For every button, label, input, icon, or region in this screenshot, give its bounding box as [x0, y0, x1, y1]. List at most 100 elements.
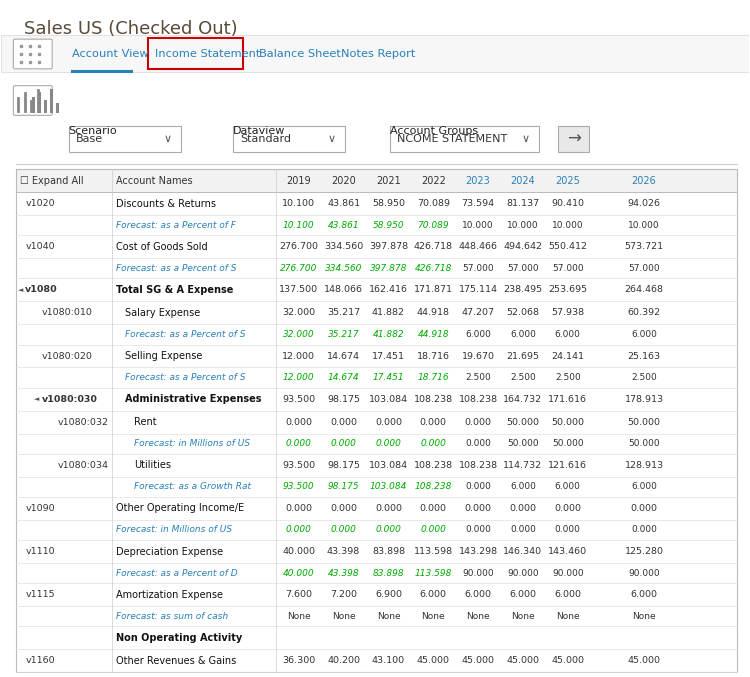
Text: 397.878: 397.878	[369, 242, 408, 251]
Text: 14.674: 14.674	[327, 351, 360, 361]
Text: 0.000: 0.000	[554, 504, 581, 513]
Text: 45.000: 45.000	[628, 656, 661, 665]
Text: 253.695: 253.695	[548, 286, 587, 294]
Text: 6.000: 6.000	[509, 590, 536, 599]
Text: 83.898: 83.898	[372, 547, 405, 556]
Text: Notes Report: Notes Report	[341, 49, 416, 59]
Text: 50.000: 50.000	[628, 439, 660, 448]
Text: Cost of Goods Sold: Cost of Goods Sold	[116, 242, 207, 252]
Text: None: None	[466, 612, 490, 621]
Text: 113.598: 113.598	[415, 569, 452, 577]
Text: 10.100: 10.100	[283, 221, 314, 230]
Text: 32.000: 32.000	[283, 330, 314, 339]
Text: v1080:020: v1080:020	[42, 351, 92, 361]
Text: 164.732: 164.732	[503, 395, 542, 403]
Text: 19.670: 19.670	[461, 351, 494, 361]
Text: 73.594: 73.594	[461, 199, 495, 208]
Text: 40.000: 40.000	[283, 569, 314, 577]
Text: Sales US (Checked Out): Sales US (Checked Out)	[24, 20, 238, 39]
FancyBboxPatch shape	[13, 39, 52, 69]
Text: 108.238: 108.238	[458, 395, 498, 403]
Bar	[390, 126, 539, 152]
Text: v1080:030: v1080:030	[42, 395, 98, 403]
Text: 40.200: 40.200	[327, 656, 360, 665]
Text: 12.000: 12.000	[283, 373, 314, 382]
Text: ◄: ◄	[34, 396, 40, 402]
Text: 6.000: 6.000	[555, 482, 580, 492]
Text: 25.163: 25.163	[628, 351, 661, 361]
Text: 10.000: 10.000	[552, 221, 584, 230]
Text: 93.500: 93.500	[283, 482, 314, 492]
Text: 0.000: 0.000	[375, 504, 402, 513]
Text: 50.000: 50.000	[507, 439, 538, 448]
Text: 6.000: 6.000	[554, 590, 581, 599]
Text: 2026: 2026	[632, 176, 656, 185]
Text: 6.000: 6.000	[631, 590, 658, 599]
Text: Utilities: Utilities	[134, 460, 171, 471]
Text: 426.718: 426.718	[415, 264, 452, 273]
Text: 0.000: 0.000	[420, 439, 446, 448]
Text: 94.026: 94.026	[628, 199, 661, 208]
Text: v1080:032: v1080:032	[58, 418, 110, 427]
Text: 47.207: 47.207	[461, 309, 494, 318]
Text: Dataview: Dataview	[233, 126, 286, 136]
Text: 0.000: 0.000	[465, 439, 491, 448]
Text: v1080:010: v1080:010	[42, 309, 92, 318]
Text: 43.861: 43.861	[327, 199, 360, 208]
Text: 7.200: 7.200	[330, 590, 357, 599]
Text: 43.398: 43.398	[328, 569, 359, 577]
Text: 128.913: 128.913	[625, 461, 664, 470]
Text: Forecast: as a Growth Rat: Forecast: as a Growth Rat	[134, 482, 250, 492]
Text: 0.000: 0.000	[555, 525, 580, 534]
Text: 0.000: 0.000	[631, 504, 658, 513]
Text: 50.000: 50.000	[628, 418, 661, 427]
Text: 32.000: 32.000	[282, 309, 315, 318]
Text: 103.084: 103.084	[369, 461, 408, 470]
Text: 6.900: 6.900	[375, 590, 402, 599]
Text: 162.416: 162.416	[369, 286, 408, 294]
Text: v1115: v1115	[26, 590, 55, 599]
Text: 35.217: 35.217	[328, 330, 359, 339]
Text: 21.695: 21.695	[506, 351, 539, 361]
Text: 494.642: 494.642	[503, 242, 542, 251]
Text: 238.495: 238.495	[503, 286, 542, 294]
Text: v1160: v1160	[26, 656, 55, 665]
Text: 40.000: 40.000	[282, 547, 315, 556]
Text: 10.100: 10.100	[282, 199, 315, 208]
Text: 2021: 2021	[376, 176, 400, 185]
Text: 43.861: 43.861	[328, 221, 359, 230]
Text: 6.000: 6.000	[510, 482, 536, 492]
Text: 0.000: 0.000	[420, 525, 446, 534]
Text: 58.950: 58.950	[372, 199, 405, 208]
Text: 171.616: 171.616	[548, 395, 587, 403]
Text: None: None	[632, 612, 656, 621]
Bar	[558, 126, 590, 152]
Text: 0.000: 0.000	[510, 525, 536, 534]
Bar	[16, 169, 737, 672]
Text: 50.000: 50.000	[552, 439, 584, 448]
Text: Other Operating Income/E: Other Operating Income/E	[116, 504, 244, 513]
Text: 2.500: 2.500	[510, 373, 536, 382]
Text: 10.000: 10.000	[628, 221, 660, 230]
Text: None: None	[287, 612, 310, 621]
Text: Account View: Account View	[72, 49, 149, 59]
Text: 113.598: 113.598	[414, 547, 453, 556]
Text: Forecast: as a Percent of S: Forecast: as a Percent of S	[116, 264, 236, 273]
Text: 6.000: 6.000	[631, 482, 657, 492]
Text: 334.560: 334.560	[324, 242, 363, 251]
Text: ◄: ◄	[18, 287, 23, 293]
Text: v1040: v1040	[26, 242, 55, 251]
Text: 0.000: 0.000	[631, 525, 657, 534]
Text: 50.000: 50.000	[506, 418, 539, 427]
Text: 0.000: 0.000	[285, 504, 312, 513]
Text: 550.412: 550.412	[548, 242, 587, 251]
Text: Total SG & A Expense: Total SG & A Expense	[116, 285, 233, 295]
Text: 143.460: 143.460	[548, 547, 587, 556]
Text: 90.000: 90.000	[628, 569, 660, 577]
Text: Forecast: in Millions of US: Forecast: in Millions of US	[116, 525, 232, 534]
Text: 6.000: 6.000	[631, 330, 657, 339]
Text: 0.000: 0.000	[331, 525, 356, 534]
Text: ∨: ∨	[328, 134, 336, 144]
Text: 57.000: 57.000	[462, 264, 494, 273]
Text: None: None	[556, 612, 580, 621]
